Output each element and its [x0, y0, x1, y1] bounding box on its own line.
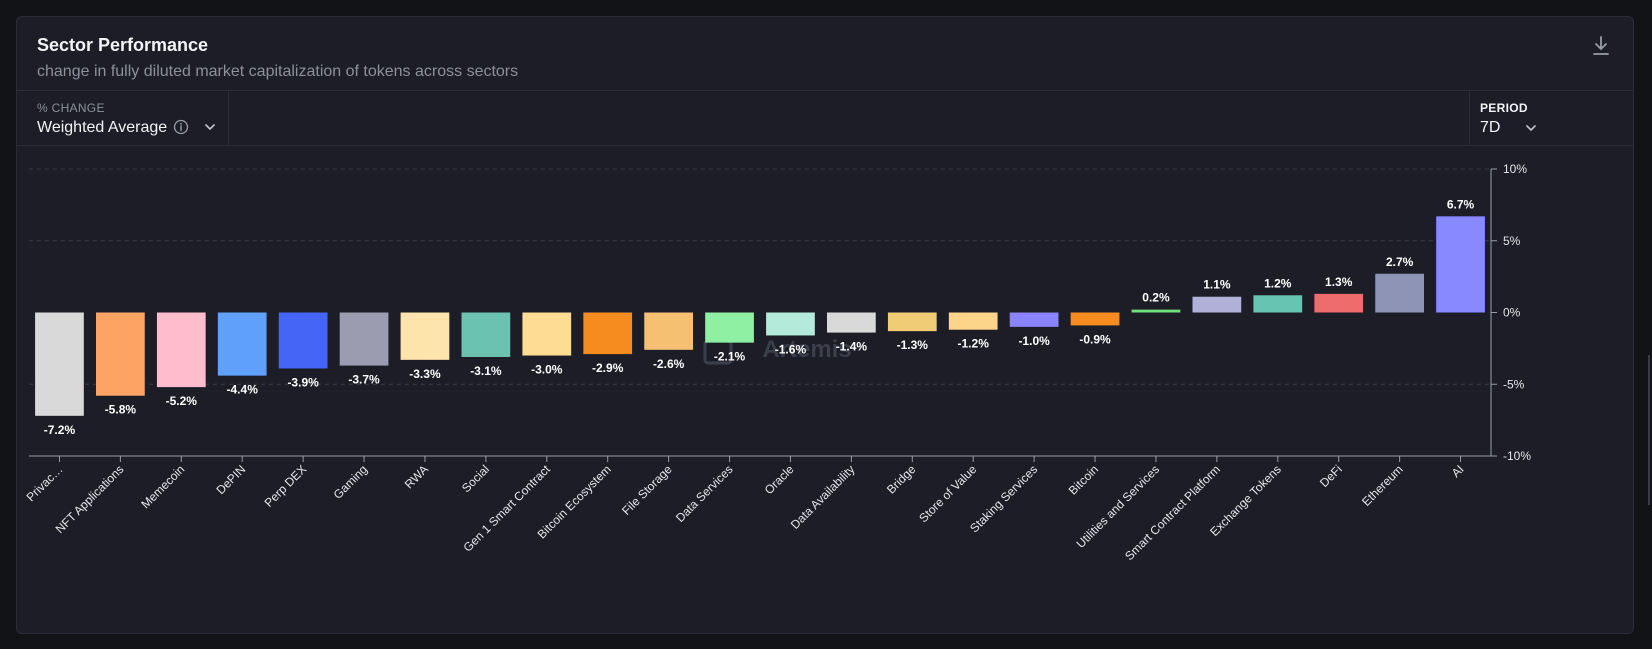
pct-change-value[interactable]: Weighted Average: [37, 119, 168, 136]
data-label: -1.4%: [836, 340, 868, 354]
bar[interactable]: [217, 312, 267, 376]
download-icon[interactable]: [1591, 35, 1611, 57]
bar[interactable]: [522, 312, 572, 356]
x-tick-label: DePIN: [213, 462, 248, 497]
pct-change-label: % CHANGE: [37, 101, 105, 115]
period-selector[interactable]: PERIOD 7D: [1469, 91, 1633, 145]
data-label: 1.1%: [1203, 278, 1231, 292]
period-label: PERIOD: [1480, 101, 1528, 115]
data-label: -2.9%: [592, 361, 624, 375]
x-tick-label: Perp DEX: [262, 462, 310, 510]
chevron-down-icon[interactable]: [203, 120, 217, 134]
y-tick-label: 0%: [1503, 306, 1521, 320]
data-label: -3.1%: [470, 364, 502, 378]
data-label: -2.6%: [653, 357, 685, 371]
bar[interactable]: [1253, 295, 1303, 313]
data-label: -3.7%: [348, 373, 380, 387]
bar[interactable]: [339, 312, 389, 366]
bar[interactable]: [400, 312, 450, 360]
bar[interactable]: [1314, 293, 1364, 313]
watermark-text: Artemis: [762, 336, 851, 363]
x-tick-label: Data Availability: [788, 462, 858, 532]
data-label: -5.8%: [105, 403, 137, 417]
bar-chart: Artemis-7.2%Privac…-5.8%NFT Applications…: [24, 162, 1532, 563]
bar[interactable]: [1375, 273, 1424, 313]
bar[interactable]: [766, 312, 815, 336]
x-tick-label: Bitcoin: [1066, 462, 1101, 497]
page-scrollbar[interactable]: [1648, 355, 1650, 505]
data-label: -5.2%: [166, 394, 198, 408]
chart-controls: % CHANGE Weighted Average PERIOD 7D: [17, 90, 1633, 146]
bar[interactable]: [1131, 309, 1181, 313]
x-tick-label: File Storage: [619, 462, 675, 518]
data-label: 6.7%: [1447, 197, 1475, 211]
data-label: 1.3%: [1325, 275, 1353, 289]
data-label: -1.2%: [958, 337, 990, 351]
period-value[interactable]: 7D: [1480, 119, 1501, 136]
data-label: 2.7%: [1386, 255, 1414, 269]
data-label: -0.9%: [1079, 332, 1111, 346]
x-tick-label: Oracle: [762, 462, 797, 497]
x-tick-label: Privac…: [24, 462, 66, 504]
y-tick-label: 10%: [1503, 162, 1527, 176]
data-label: -7.2%: [44, 423, 76, 437]
chart-subtitle: change in fully diluted market capitaliz…: [37, 63, 519, 80]
pct-change-selector[interactable]: % CHANGE Weighted Average: [17, 91, 229, 145]
x-tick-label: Gaming: [331, 462, 371, 502]
bar[interactable]: [705, 312, 754, 343]
data-label: -3.3%: [409, 367, 441, 381]
bar[interactable]: [827, 312, 876, 333]
data-label: 1.2%: [1264, 276, 1292, 290]
bar[interactable]: [1192, 296, 1242, 313]
data-label: -3.0%: [531, 363, 563, 377]
sector-performance-card: Sector Performance change in fully dilut…: [16, 16, 1634, 634]
bar[interactable]: [156, 312, 206, 388]
bar[interactable]: [278, 312, 328, 369]
bar[interactable]: [1436, 216, 1485, 313]
data-label: -4.4%: [227, 383, 259, 397]
y-tick-label: -5%: [1503, 377, 1525, 391]
x-tick-label: Memecoin: [138, 462, 187, 511]
info-icon[interactable]: [173, 119, 189, 135]
data-label: -3.9%: [287, 375, 319, 389]
x-tick-label: Bridge: [884, 462, 919, 497]
x-tick-label: Store of Value: [916, 462, 979, 525]
data-label: 0.2%: [1142, 291, 1170, 305]
bar[interactable]: [96, 312, 145, 396]
bar[interactable]: [1009, 312, 1059, 327]
bar[interactable]: [461, 312, 511, 357]
x-tick-label: Social: [459, 462, 492, 495]
bar[interactable]: [1070, 312, 1120, 326]
bar[interactable]: [948, 312, 998, 330]
x-tick-label: DeFi: [1317, 462, 1345, 490]
data-label: -1.0%: [1018, 334, 1050, 348]
y-tick-label: -10%: [1503, 449, 1531, 463]
x-tick-label: AI: [1449, 462, 1467, 480]
bar[interactable]: [583, 312, 633, 355]
data-label: -2.1%: [714, 350, 746, 364]
bar[interactable]: [35, 312, 84, 416]
data-label: -1.3%: [897, 338, 929, 352]
bar[interactable]: [887, 312, 937, 332]
x-tick-label: Data Services: [673, 462, 736, 525]
chart-title: Sector Performance: [37, 35, 209, 55]
y-tick-label: 5%: [1503, 234, 1521, 248]
chevron-down-icon[interactable]: [1524, 121, 1538, 135]
data-label: -1.6%: [775, 342, 807, 356]
x-tick-label: RWA: [402, 462, 431, 491]
x-tick-label: Ethereum: [1359, 462, 1406, 509]
bar[interactable]: [644, 312, 693, 350]
